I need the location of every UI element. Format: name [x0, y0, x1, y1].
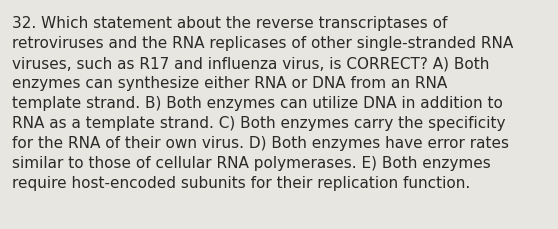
Text: 32. Which statement about the reverse transcriptases of
retroviruses and the RNA: 32. Which statement about the reverse tr…	[12, 16, 513, 191]
